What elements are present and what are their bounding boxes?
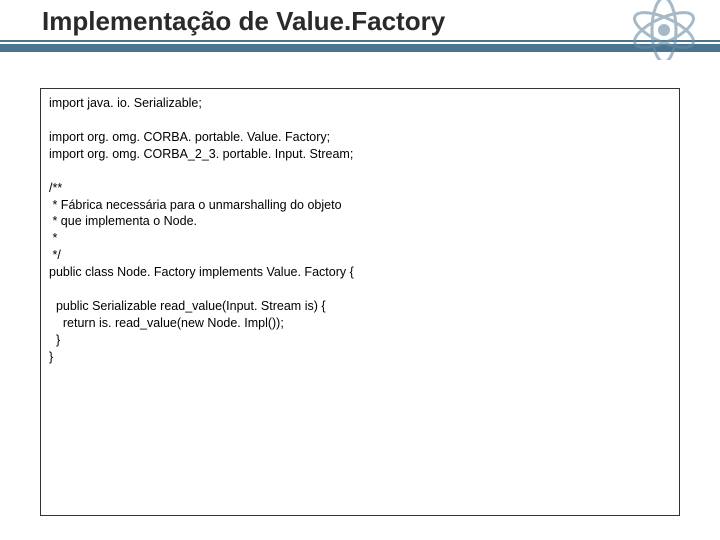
code-line: */ (49, 247, 671, 264)
code-line: import java. io. Serializable; (49, 95, 671, 112)
code-line: * (49, 230, 671, 247)
code-line (49, 112, 671, 129)
logo-icon (624, 0, 704, 60)
header-line-thick (0, 44, 720, 52)
code-block: import java. io. Serializable; import org… (40, 88, 680, 516)
code-line: public Serializable read_value(Input. St… (49, 298, 671, 315)
code-line: import org. omg. CORBA. portable. Value.… (49, 129, 671, 146)
code-line: * que implementa o Node. (49, 213, 671, 230)
code-line: public class Node. Factory implements Va… (49, 264, 671, 281)
header-line-thin (0, 40, 720, 42)
slide-header: Implementação de Value.Factory (0, 0, 720, 64)
code-line (49, 281, 671, 298)
code-line: } (49, 332, 671, 349)
code-line: return is. read_value(new Node. Impl()); (49, 315, 671, 332)
code-line (49, 163, 671, 180)
slide-title: Implementação de Value.Factory (42, 6, 445, 37)
code-line: /** (49, 180, 671, 197)
header-underline (0, 40, 720, 54)
code-line: * Fábrica necessária para o unmarshallin… (49, 197, 671, 214)
code-line: } (49, 349, 671, 366)
code-line: import org. omg. CORBA_2_3. portable. In… (49, 146, 671, 163)
